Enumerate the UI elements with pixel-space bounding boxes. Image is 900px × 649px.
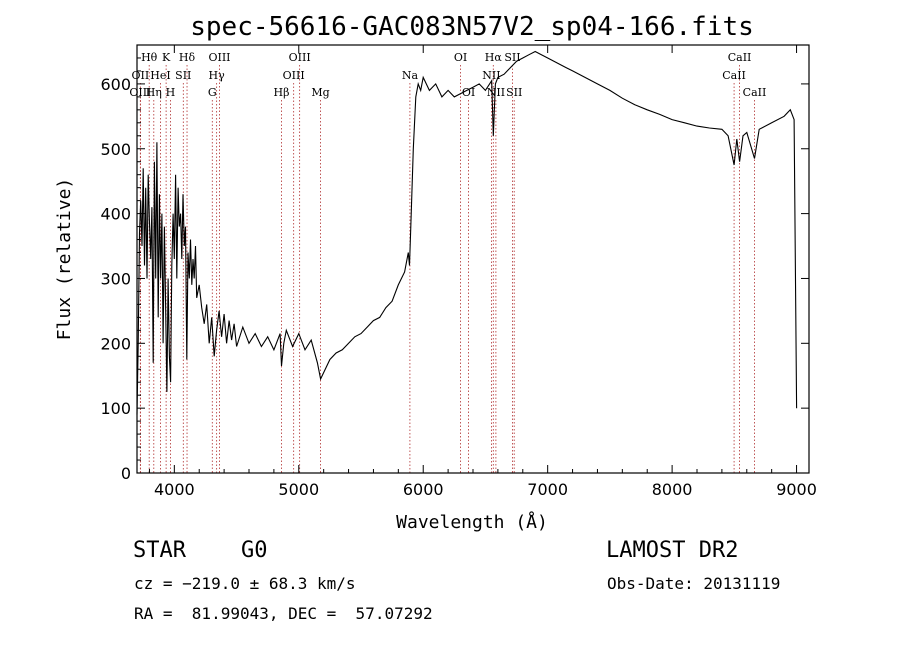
line-label-6: SII — [175, 69, 191, 82]
line-label-3: K — [162, 51, 171, 64]
line-label-24: CaII — [728, 51, 752, 64]
y-tick-label-0: 0 — [121, 464, 131, 483]
y-tick-label-100: 100 — [100, 399, 131, 418]
redshift-readout: cz = −219.0 ± 68.3 km/s — [134, 574, 356, 593]
line-label-19: Hα — [485, 51, 503, 64]
x-tick-label-6000: 6000 — [403, 480, 444, 499]
line-label-11: G — [208, 86, 217, 99]
x-tick-label-9000: 9000 — [776, 480, 817, 499]
line-label-1: OII — [132, 69, 150, 82]
chart-title: spec-56616-GAC083N57V2_sp04-166.fits — [190, 12, 754, 42]
line-label-13: OIII — [283, 69, 305, 82]
x-tick-label-8000: 8000 — [652, 480, 693, 499]
line-label-8: H — [166, 86, 176, 99]
y-tick-label-300: 300 — [100, 269, 131, 288]
y-axis-label: Flux (relative) — [54, 178, 75, 341]
line-label-22: SII — [504, 51, 520, 64]
y-tick-label-600: 600 — [100, 75, 131, 94]
spectral-line-markers: Hθ OII OIII K Hδ HeI SII Hη H OIII Hγ G OIII OIII Hβ Mg… — [129, 51, 766, 473]
y-tick-label-500: 500 — [100, 140, 131, 159]
line-label-15: Mg — [311, 86, 329, 99]
x-axis-label: Wavelength (Å) — [396, 511, 548, 533]
y-tick-label-200: 200 — [100, 334, 131, 353]
y-axis: 0 100 200 300 400 500 600 — [100, 57, 809, 483]
line-label-26: CaII — [743, 86, 767, 99]
line-label-9: OIII — [208, 51, 230, 64]
survey-name: LAMOST DR2 — [606, 538, 739, 563]
line-label-10: Hγ — [209, 69, 226, 82]
line-label-5: HeI — [150, 69, 170, 82]
x-tick-label-7000: 7000 — [527, 480, 568, 499]
line-label-0: Hθ — [141, 51, 158, 64]
line-label-20: NII — [482, 69, 500, 82]
spectrum-line-0 — [136, 50, 798, 415]
line-label-4: Hδ — [179, 51, 196, 64]
line-label-12: OIII — [289, 51, 311, 64]
line-label-17: OI — [454, 51, 467, 64]
line-label-25: CaII — [722, 69, 746, 82]
object-class: STAR — [133, 538, 186, 563]
line-label-2: OIII — [129, 86, 151, 99]
line-label-23: SII — [506, 86, 522, 99]
line-label-21: NII — [487, 86, 505, 99]
observation-date: Obs-Date: 20131119 — [607, 574, 781, 593]
object-subclass: G0 — [241, 538, 268, 563]
line-label-16: Na — [402, 69, 419, 82]
x-axis: 4000 5000 6000 7000 8000 9000 — [148, 45, 817, 499]
y-tick-label-400: 400 — [100, 205, 131, 224]
line-label-14: Hβ — [274, 86, 290, 99]
spectrum-series — [136, 50, 798, 415]
line-label-7: Hη — [146, 86, 162, 99]
x-tick-label-5000: 5000 — [278, 480, 319, 499]
x-tick-label-4000: 4000 — [154, 480, 195, 499]
sky-coordinates: RA = 81.99043, DEC = 57.07292 — [134, 604, 433, 623]
plot-frame — [136, 44, 810, 474]
line-label-18: OI — [462, 86, 475, 99]
